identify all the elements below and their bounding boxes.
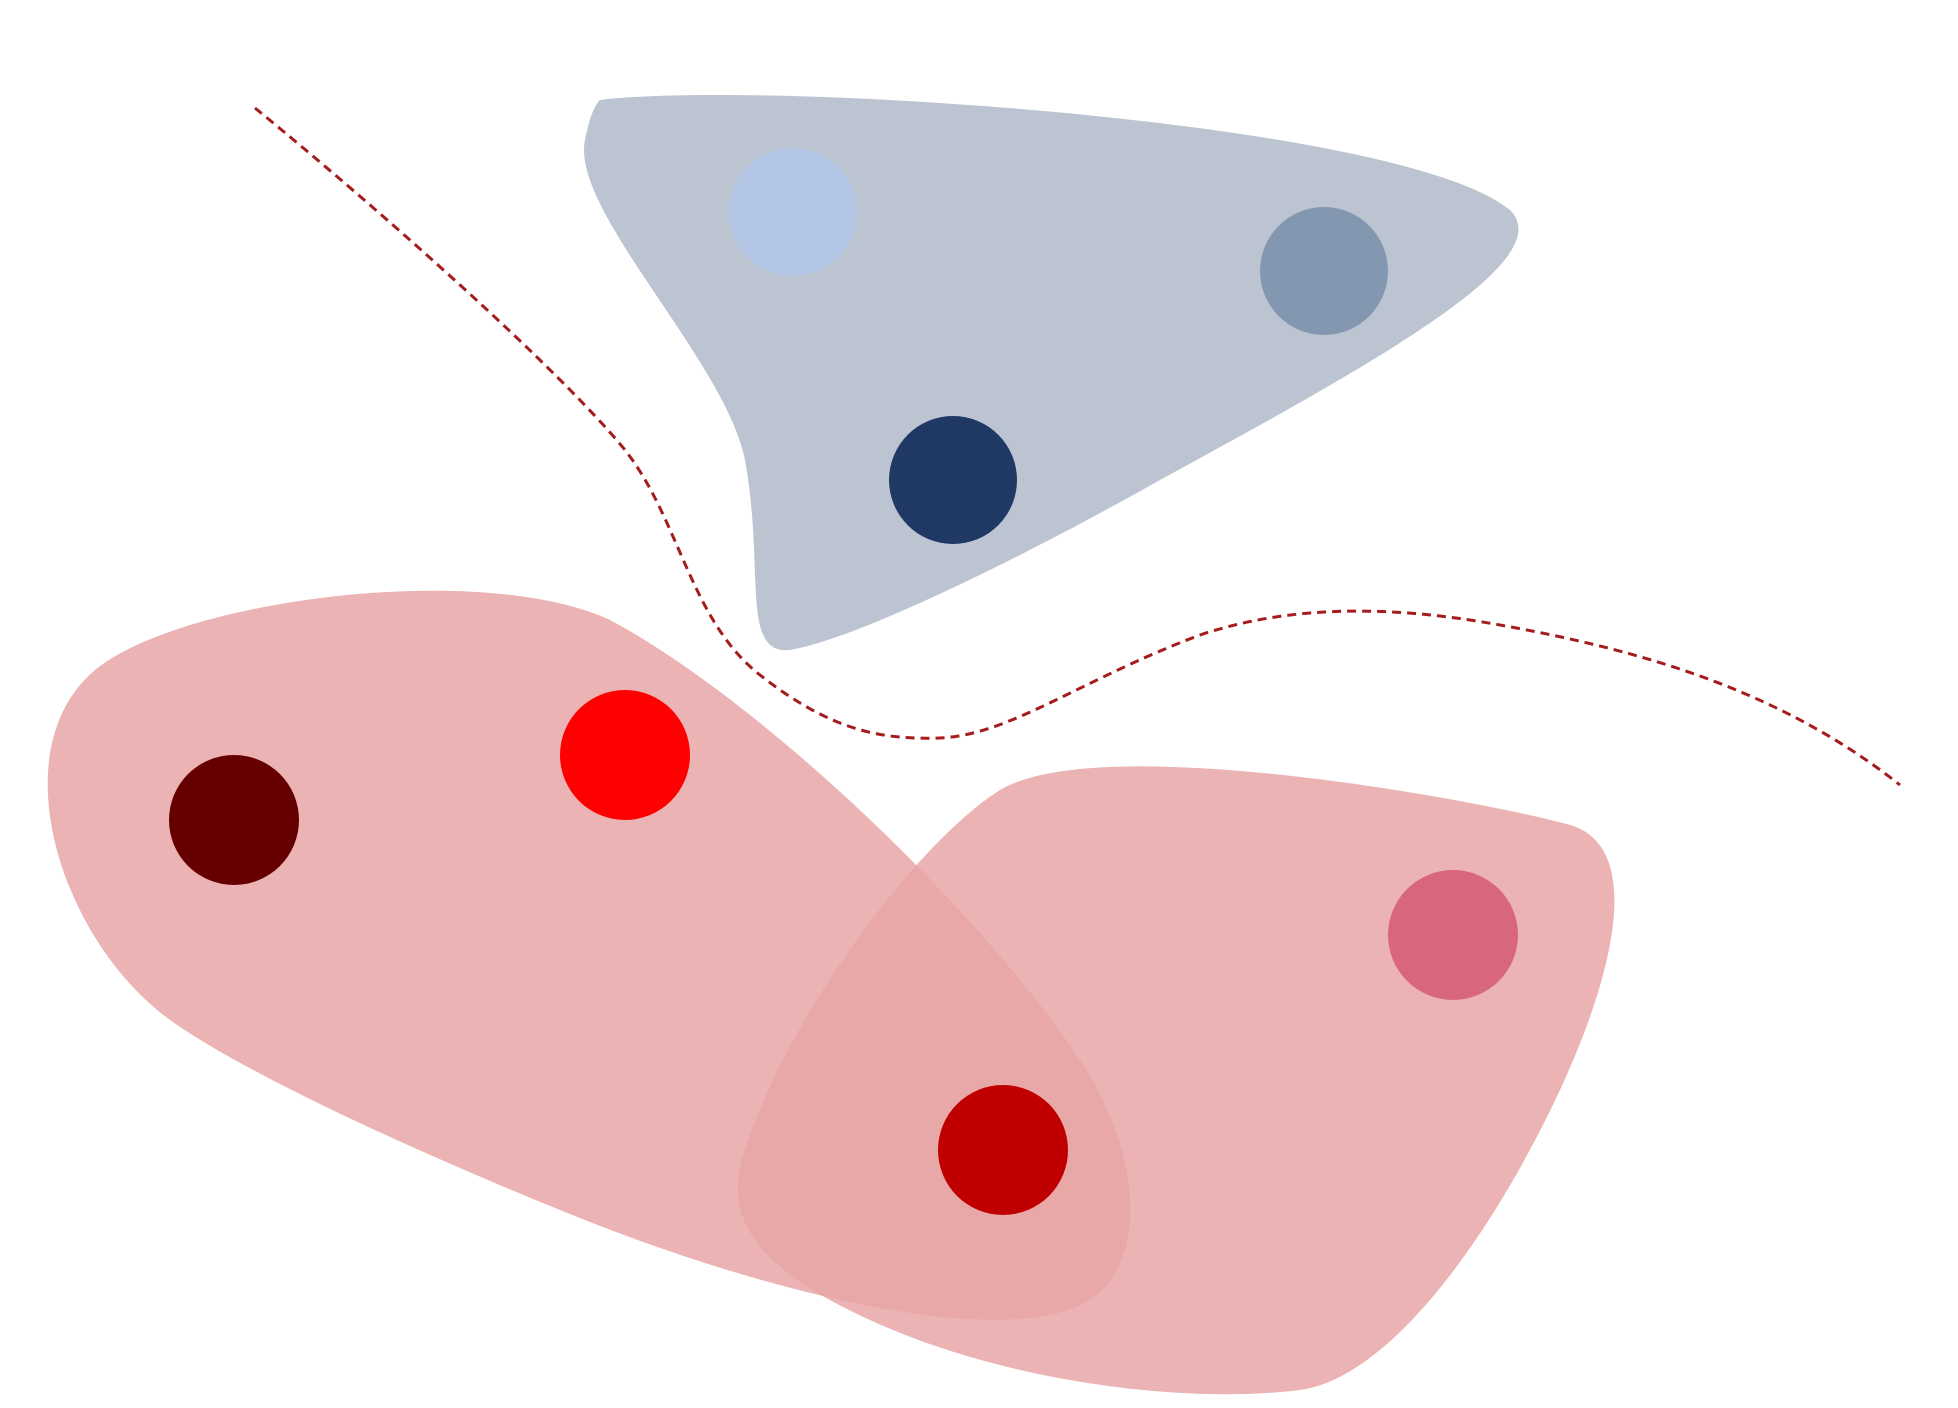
dark-maroon-node	[169, 755, 299, 885]
bright-red-node	[560, 690, 690, 820]
slate-blue-node	[1260, 207, 1388, 335]
pink-node	[1388, 870, 1518, 1000]
crimson-node	[938, 1085, 1068, 1215]
light-blue-node	[729, 148, 857, 276]
blue-cluster-region	[584, 95, 1518, 650]
navy-node	[889, 416, 1017, 544]
